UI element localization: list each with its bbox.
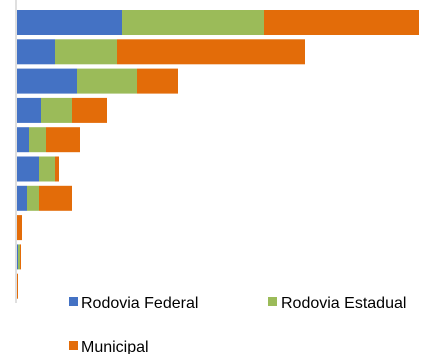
legend-swatch-0 — [69, 297, 78, 306]
bar-segment-0-row-3 — [17, 97, 41, 123]
bars-group — [17, 10, 419, 299]
legend-item-0: Rodovia Federal — [69, 295, 198, 312]
bar-segment-2-row-7 — [17, 215, 22, 241]
bar-segment-2-row-6 — [39, 185, 72, 211]
bar-segment-1-row-3 — [41, 97, 72, 123]
legend-label-2: Municipal — [81, 339, 149, 354]
bar-segment-0-row-0 — [17, 10, 122, 35]
legend-label-1: Rodovia Estadual — [281, 295, 406, 312]
bar-segment-2-row-1 — [117, 39, 305, 65]
bar-segment-2-row-8 — [20, 244, 21, 270]
bar-segment-2-row-5 — [55, 156, 59, 182]
bar-segment-1-row-0 — [122, 10, 264, 35]
bar-segment-1-row-8 — [18, 244, 20, 270]
legend-swatch-2 — [69, 341, 78, 350]
bar-segment-1-row-5 — [39, 156, 55, 182]
bar-segment-0-row-8 — [17, 244, 18, 270]
legend-item-1: Rodovia Estadual — [268, 295, 406, 312]
bar-segment-2-row-9 — [17, 273, 18, 299]
bar-segment-2-row-2 — [137, 68, 178, 94]
bar-segment-0-row-1 — [17, 39, 55, 65]
bar-segment-1-row-4 — [29, 127, 46, 153]
legend-label-0: Rodovia Federal — [81, 295, 198, 312]
legend: Rodovia Federal Rodovia Estadual Municipal — [69, 295, 406, 354]
bar-segment-2-row-4 — [46, 127, 80, 153]
bar-segment-0-row-2 — [17, 68, 77, 94]
bar-segment-1-row-2 — [77, 68, 137, 94]
bar-segment-1-row-6 — [27, 185, 39, 211]
bar-segment-0-row-5 — [17, 156, 39, 182]
legend-swatch-1 — [268, 297, 277, 306]
bar-segment-0-row-6 — [17, 185, 27, 211]
bar-segment-2-row-3 — [72, 97, 107, 123]
bar-segment-0-row-4 — [17, 127, 29, 153]
legend-item-2: Municipal — [69, 339, 149, 354]
bar-segment-2-row-0 — [264, 10, 419, 35]
bar-segment-1-row-1 — [55, 39, 117, 65]
